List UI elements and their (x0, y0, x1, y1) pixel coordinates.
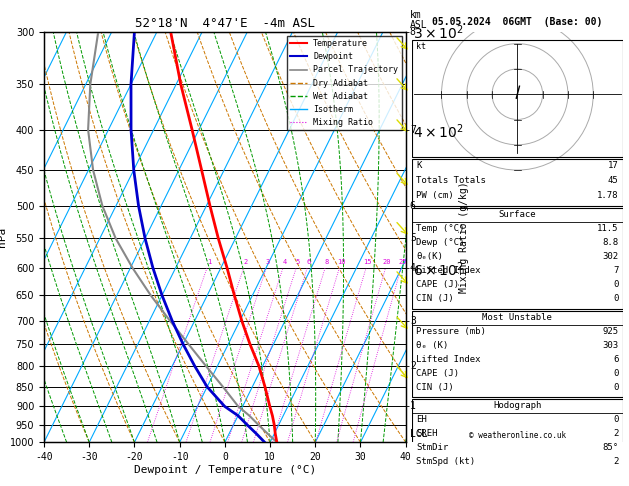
Text: StmDir: StmDir (416, 443, 448, 452)
Text: 45: 45 (608, 176, 618, 185)
Text: kt: kt (416, 42, 426, 51)
Text: km: km (410, 11, 421, 20)
Text: 6: 6 (410, 201, 416, 211)
Text: SREH: SREH (416, 429, 438, 438)
Text: 0: 0 (613, 280, 618, 289)
Text: LCL: LCL (410, 429, 428, 439)
Title: 52°18'N  4°47'E  -4m ASL: 52°18'N 4°47'E -4m ASL (135, 17, 315, 31)
Text: StmSpd (kt): StmSpd (kt) (416, 457, 476, 466)
Legend: Temperature, Dewpoint, Parcel Trajectory, Dry Adiabat, Wet Adiabat, Isotherm, Mi: Temperature, Dewpoint, Parcel Trajectory… (287, 36, 401, 130)
Text: 925: 925 (603, 327, 618, 336)
Text: PW (cm): PW (cm) (416, 191, 454, 200)
Text: 4: 4 (410, 263, 416, 273)
Text: 05.05.2024  06GMT  (Base: 00): 05.05.2024 06GMT (Base: 00) (432, 17, 603, 28)
Text: © weatheronline.co.uk: © weatheronline.co.uk (469, 431, 566, 440)
Text: 6: 6 (613, 355, 618, 364)
Text: 17: 17 (608, 161, 618, 170)
Text: 2: 2 (613, 457, 618, 466)
Text: 25: 25 (398, 260, 407, 265)
Text: Most Unstable: Most Unstable (482, 313, 552, 322)
Text: 10: 10 (337, 260, 345, 265)
Text: 302: 302 (603, 252, 618, 261)
Text: 7: 7 (613, 266, 618, 275)
Text: θₑ(K): θₑ(K) (416, 252, 443, 261)
Text: 6: 6 (307, 260, 311, 265)
Bar (412, 399, 623, 471)
Text: 7: 7 (410, 125, 416, 135)
Text: 1: 1 (207, 260, 211, 265)
Text: CAPE (J): CAPE (J) (416, 280, 459, 289)
Text: Mixing Ratio (g/kg): Mixing Ratio (g/kg) (459, 181, 469, 293)
Text: 4: 4 (282, 260, 287, 265)
Text: Lifted Index: Lifted Index (416, 266, 481, 275)
Y-axis label: hPa: hPa (0, 227, 7, 247)
Text: 0: 0 (613, 415, 618, 424)
Text: CAPE (J): CAPE (J) (416, 369, 459, 378)
Text: 8: 8 (410, 27, 416, 36)
Text: 0: 0 (613, 294, 618, 303)
Text: 20: 20 (383, 260, 391, 265)
Text: 1: 1 (410, 401, 416, 411)
Text: 11.5: 11.5 (597, 224, 618, 233)
Text: Dewp (°C): Dewp (°C) (416, 238, 465, 247)
Text: 5: 5 (296, 260, 300, 265)
Text: Hodograph: Hodograph (493, 401, 542, 410)
Text: EH: EH (416, 415, 427, 424)
Text: 0: 0 (613, 369, 618, 378)
Text: 8.8: 8.8 (603, 238, 618, 247)
Text: 1.78: 1.78 (597, 191, 618, 200)
Text: Surface: Surface (499, 210, 536, 219)
Text: 15: 15 (364, 260, 372, 265)
Text: Temp (°C): Temp (°C) (416, 224, 465, 233)
Text: 2: 2 (243, 260, 248, 265)
Text: CIN (J): CIN (J) (416, 294, 454, 303)
Text: ASL: ASL (410, 20, 428, 30)
Bar (412, 159, 623, 206)
Text: θₑ (K): θₑ (K) (416, 341, 448, 350)
Text: 3: 3 (410, 315, 416, 326)
Text: Pressure (mb): Pressure (mb) (416, 327, 486, 336)
Text: 303: 303 (603, 341, 618, 350)
Text: 85°: 85° (603, 443, 618, 452)
Text: 2: 2 (613, 429, 618, 438)
Text: 3: 3 (266, 260, 270, 265)
Text: Totals Totals: Totals Totals (416, 176, 486, 185)
Text: 8: 8 (325, 260, 329, 265)
Text: K: K (416, 161, 421, 170)
Text: CIN (J): CIN (J) (416, 382, 454, 392)
Bar (412, 311, 623, 397)
Text: 5: 5 (410, 233, 416, 243)
Text: Lifted Index: Lifted Index (416, 355, 481, 364)
Bar (412, 40, 623, 157)
Bar (412, 208, 623, 309)
X-axis label: Dewpoint / Temperature (°C): Dewpoint / Temperature (°C) (134, 465, 316, 475)
Text: 0: 0 (613, 382, 618, 392)
Text: 2: 2 (410, 361, 416, 371)
